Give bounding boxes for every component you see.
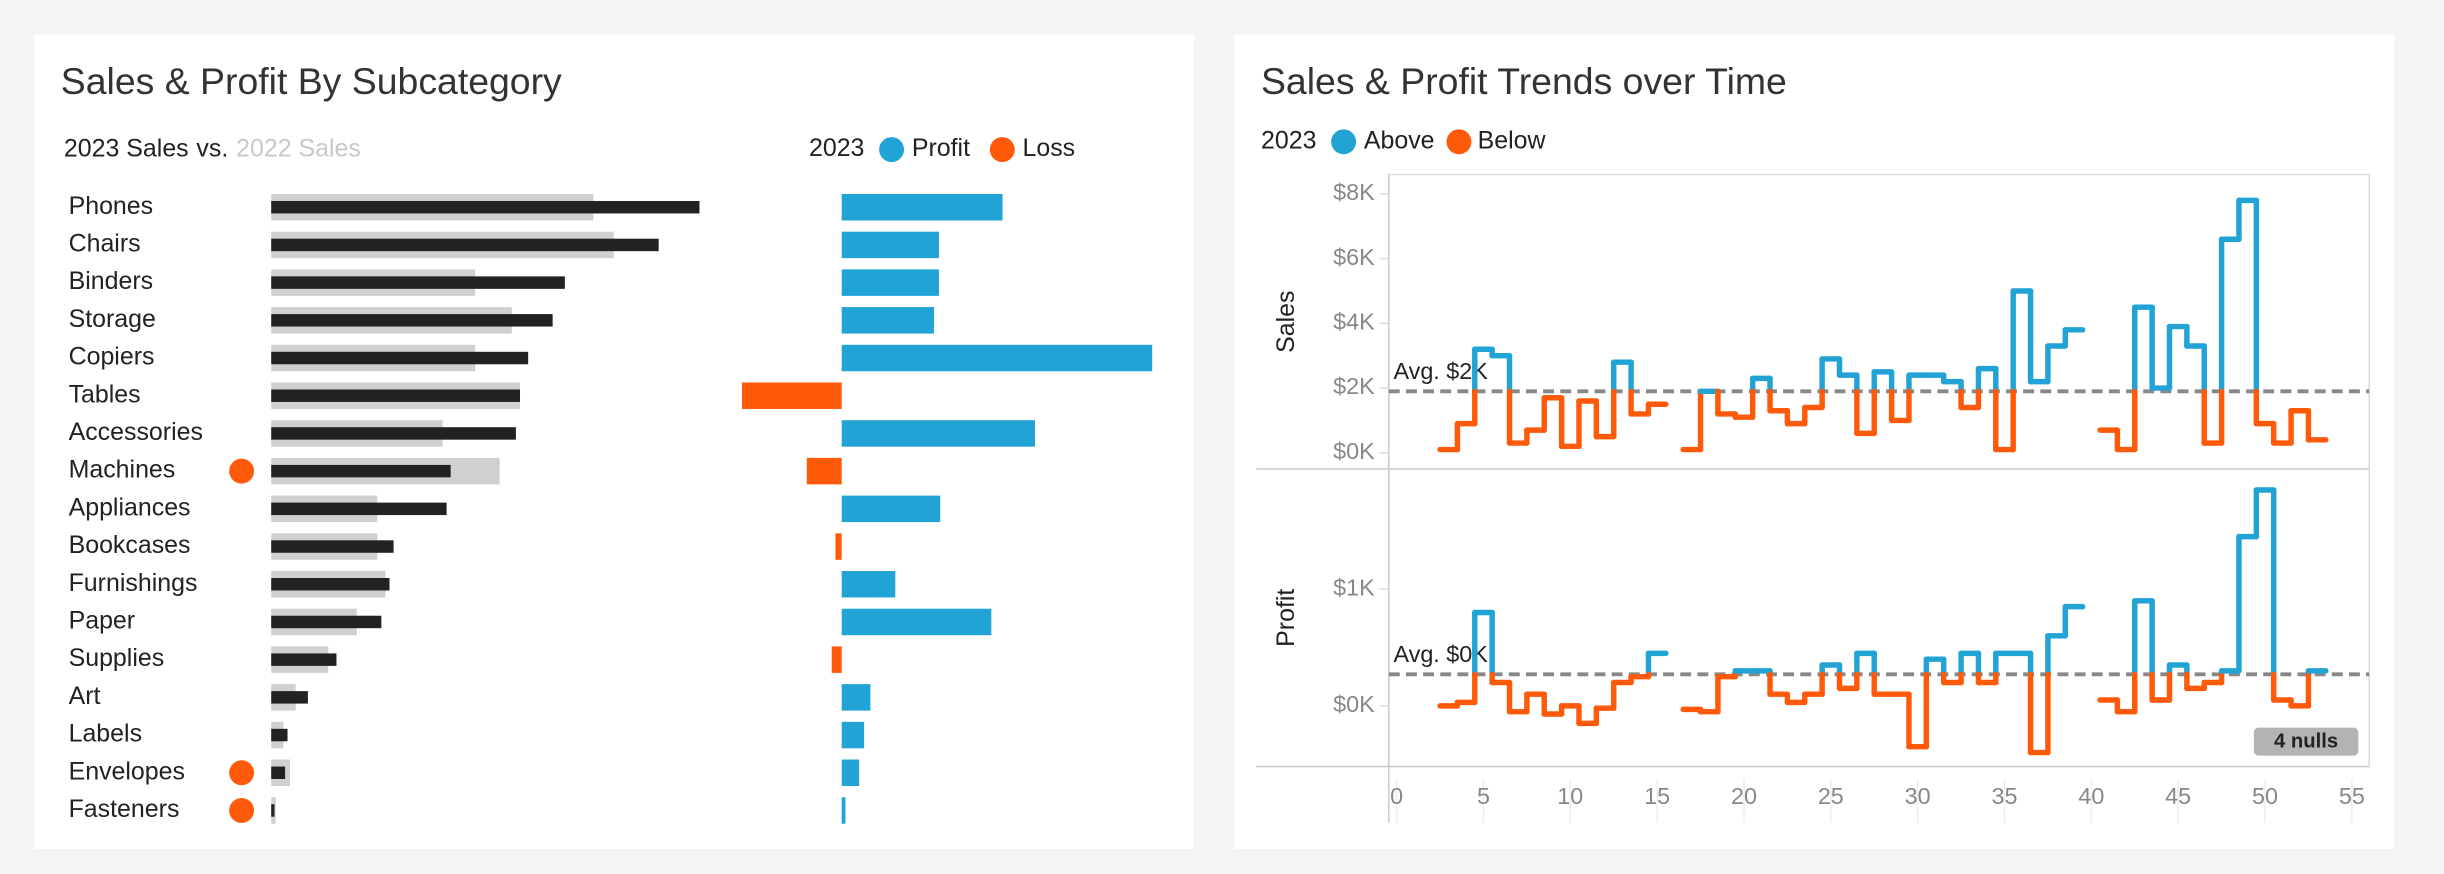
decline-flag [229, 458, 255, 484]
y-tick-label: $0K [1333, 438, 1375, 464]
bar-current [271, 389, 521, 402]
y-tick-label: $1K [1333, 574, 1375, 600]
null-badge [2253, 727, 2359, 756]
profit-bar [841, 307, 934, 334]
bar-current [271, 427, 516, 440]
bar-current [271, 464, 451, 478]
category-label: Accessories [69, 418, 203, 446]
x-tick-label: 15 [1644, 783, 1670, 809]
legend-title: 2023 [809, 134, 864, 162]
subtitle-previous: 2022 Sales [236, 134, 361, 162]
category-label: Bookcases [69, 531, 191, 559]
category-label: Furnishings [69, 569, 198, 597]
decline-flag [229, 760, 255, 786]
x-tick-label: 10 [1557, 783, 1583, 809]
profit-bar [841, 608, 992, 636]
profit-bar [841, 495, 941, 523]
category-label: Tables [69, 380, 141, 408]
y-tick-label: $6K [1333, 244, 1375, 270]
legend-swatch [879, 137, 905, 163]
profit-bar [841, 193, 1003, 221]
x-tick-label: 30 [1905, 783, 1931, 809]
profit-bar [841, 797, 846, 824]
profit-bar [841, 269, 939, 296]
y-tick-label: $4K [1333, 309, 1375, 335]
bar-current [271, 200, 700, 214]
bar-current [271, 804, 275, 817]
category-label: Storage [69, 305, 156, 333]
category-label: Labels [69, 720, 142, 748]
x-tick-label: 50 [2252, 783, 2278, 809]
decline-flag [229, 798, 255, 823]
chart-title: Sales & Profit By Subcategory [61, 60, 562, 102]
profit-bar [841, 420, 1035, 447]
profit-bar [841, 231, 939, 259]
profit-bar [831, 646, 842, 673]
category-label: Copiers [69, 343, 155, 371]
y-axis-label: Sales [1272, 291, 1300, 353]
subtitle-joiner: vs. [196, 134, 228, 162]
bar-current [271, 276, 565, 289]
x-tick-label: 5 [1477, 783, 1490, 809]
subtitle: 2023 Sales vs. 2022 Sales [64, 134, 361, 162]
y-axis-label: Profit [1272, 589, 1300, 647]
legend-swatch [1446, 129, 1472, 155]
legend-swatch [1331, 129, 1357, 155]
profit-bar [835, 533, 842, 560]
profit-bar [841, 759, 860, 787]
legend-label: Profit [912, 134, 970, 162]
profit-bar [841, 721, 865, 749]
profit-bar [806, 457, 842, 485]
bar-current [271, 351, 529, 365]
legend-title: 2023 [1261, 126, 1316, 154]
bar-current [271, 314, 553, 327]
category-label: Appliances [69, 493, 191, 521]
bar-current [271, 728, 288, 742]
profit-bar [741, 382, 842, 409]
category-label: Phones [69, 192, 154, 220]
bar-current [271, 691, 308, 704]
profit-bar [841, 684, 871, 711]
y-tick-label: $8K [1333, 179, 1375, 205]
profit-bar [841, 344, 1153, 372]
legend-label: Loss [1023, 134, 1076, 162]
x-tick-label: 0 [1390, 783, 1403, 809]
legend-label: Below [1478, 126, 1547, 154]
bar-current [271, 578, 390, 591]
category-label: Machines [69, 456, 176, 484]
bar-current [271, 653, 337, 666]
right-panel [1234, 34, 2395, 850]
chart-title: Sales & Profit Trends over Time [1261, 60, 1787, 102]
category-label: Fasteners [69, 795, 180, 823]
category-label: Envelopes [69, 757, 185, 785]
bar-current [271, 766, 286, 780]
subtitle-current: 2023 Sales [64, 134, 189, 162]
x-tick-label: 45 [2165, 783, 2191, 809]
x-tick-label: 35 [1992, 783, 2018, 809]
profit-bar [841, 571, 896, 598]
bar-current [271, 540, 394, 553]
y-tick-label: $2K [1333, 373, 1375, 399]
y-tick-label: $0K [1333, 691, 1375, 717]
x-tick-label: 20 [1731, 783, 1757, 809]
bar-current [271, 238, 659, 252]
category-label: Art [69, 682, 101, 710]
bar-current [271, 502, 447, 516]
null-badge-label: 4 nulls [2274, 731, 2338, 753]
category-label: Paper [69, 607, 136, 635]
x-tick-label: 55 [2339, 783, 2365, 809]
category-label: Chairs [69, 229, 141, 257]
category-label: Binders [69, 267, 154, 295]
x-tick-label: 25 [1818, 783, 1844, 809]
x-tick-label: 40 [2078, 783, 2104, 809]
category-label: Supplies [69, 644, 165, 672]
bar-current [271, 615, 382, 629]
legend-label: Above [1364, 126, 1435, 154]
legend-swatch [989, 137, 1015, 163]
